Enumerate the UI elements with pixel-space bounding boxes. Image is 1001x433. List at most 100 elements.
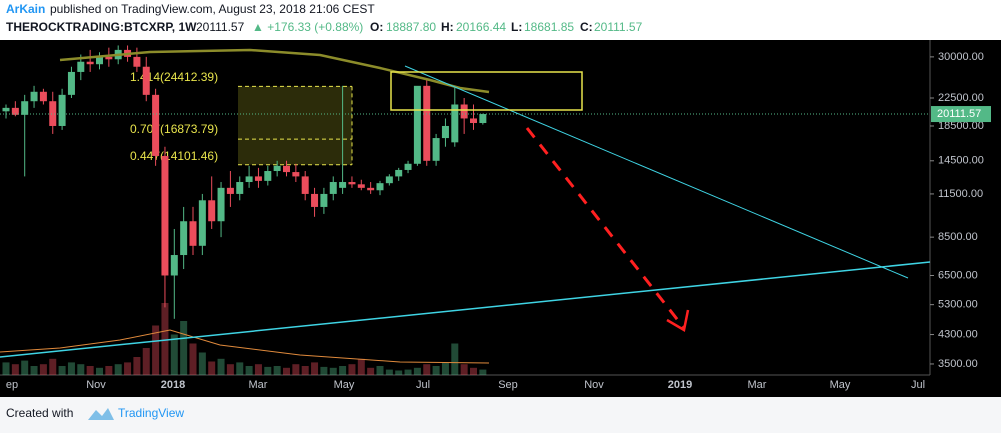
candle-body xyxy=(385,176,393,184)
candle-body xyxy=(67,71,75,95)
candle-body xyxy=(21,101,29,115)
volume-bar xyxy=(198,352,206,375)
low: 18681.85 xyxy=(524,20,574,34)
volume-bar xyxy=(58,366,66,375)
x-tick-label: Nov xyxy=(86,379,106,391)
volume-bar xyxy=(2,362,10,375)
volume-bar xyxy=(245,366,253,375)
fib-box xyxy=(238,86,352,165)
candle-body xyxy=(2,107,10,112)
volume-bar xyxy=(49,358,57,375)
logo xyxy=(88,408,114,420)
x-tick-label: Jul xyxy=(911,379,925,391)
candle-body xyxy=(357,184,365,188)
candle-body xyxy=(432,138,440,161)
candle-body xyxy=(49,101,57,126)
candle-body xyxy=(273,165,281,172)
footer-bg xyxy=(0,397,1001,433)
candle-body xyxy=(460,104,468,119)
y-tick-label: 8500.00 xyxy=(938,231,978,243)
close: 20111.57 xyxy=(594,20,643,34)
volume-bar xyxy=(432,366,440,375)
candle-body xyxy=(348,182,356,185)
x-tick-label: May xyxy=(334,379,355,391)
y-tick-label: 22500.00 xyxy=(938,92,984,104)
y-tick-label: 11500.00 xyxy=(938,188,983,200)
header-bg xyxy=(0,0,1001,40)
volume-bar xyxy=(320,366,328,375)
candle-body xyxy=(180,221,188,256)
fib-label: 0.707(16873.79) xyxy=(130,122,218,136)
candle-body xyxy=(320,193,328,207)
volume-bar xyxy=(264,366,272,375)
candle-body xyxy=(105,56,113,60)
volume-bar xyxy=(67,362,75,375)
volume-bar xyxy=(39,364,47,375)
volume-bar xyxy=(301,366,309,375)
volume-bar xyxy=(367,367,375,375)
price: 20111.57 xyxy=(196,20,245,34)
candle-body xyxy=(77,61,85,72)
open: 18887.80 xyxy=(386,20,436,34)
x-tick-label: Nov xyxy=(584,379,604,391)
candle-body xyxy=(86,61,94,65)
symbol: THEROCKTRADING:BTCXRP, 1W xyxy=(6,20,197,34)
x-tick-label: ep xyxy=(6,379,18,391)
volume-bar xyxy=(413,367,421,375)
candle-body xyxy=(152,94,160,156)
volume-bar xyxy=(133,357,141,375)
volume-bar xyxy=(11,364,19,375)
y-tick-label: 14500.00 xyxy=(938,155,984,167)
candle-body xyxy=(133,56,141,67)
candle-body xyxy=(96,56,103,65)
volume-bar xyxy=(226,364,234,375)
volume-bar xyxy=(124,362,132,375)
x-tick-label: Mar xyxy=(748,379,767,391)
volume-bar xyxy=(479,369,487,375)
arrow-head xyxy=(666,309,690,332)
volume-bar xyxy=(460,364,468,375)
volume-bar xyxy=(21,360,29,375)
volume-bar xyxy=(395,370,403,375)
volume-bar xyxy=(311,362,319,375)
candle-body xyxy=(301,176,309,194)
last-price-label: 20111.57 xyxy=(937,108,981,120)
created-with: Created with xyxy=(6,406,73,420)
candle-body xyxy=(441,125,449,139)
volume-bar xyxy=(105,366,113,375)
volume-bar xyxy=(451,343,459,375)
fib-label: 0.447(14101.46) xyxy=(130,149,218,163)
change: ▲ +176.33 (+0.88%) xyxy=(252,20,363,34)
candle-body xyxy=(236,182,244,194)
fib-label: 1.414(24412.39) xyxy=(130,70,218,84)
candle-body xyxy=(423,85,431,161)
volume-bar xyxy=(180,321,188,375)
volume-bar xyxy=(189,343,197,375)
candle-body xyxy=(404,163,412,170)
y-tick-label: 6500.00 xyxy=(938,269,978,281)
volume-bar xyxy=(96,367,103,375)
x-tick-label: 2019 xyxy=(668,379,692,391)
volume-bar xyxy=(470,367,477,375)
candle-body xyxy=(283,165,290,173)
high: 20166.44 xyxy=(456,20,506,34)
volume-bar xyxy=(357,358,365,375)
candle-body xyxy=(208,200,216,222)
high-label: H: xyxy=(441,20,454,34)
candle-body xyxy=(311,193,319,207)
volume-bar xyxy=(77,364,85,375)
x-tick-label: Jul xyxy=(416,379,430,391)
volume-bar xyxy=(273,366,281,375)
candle-body xyxy=(264,171,272,181)
y-tick-label: 18500.00 xyxy=(938,120,984,132)
candle-body xyxy=(11,107,19,115)
author[interactable]: ArKain xyxy=(6,2,45,16)
close-label: C: xyxy=(580,20,593,34)
candle-body xyxy=(376,183,384,191)
candle-body xyxy=(217,187,225,222)
candle-body xyxy=(161,155,169,276)
x-tick-label: 2018 xyxy=(161,379,185,391)
candle-body xyxy=(413,85,421,164)
brand[interactable]: TradingView xyxy=(118,406,184,420)
